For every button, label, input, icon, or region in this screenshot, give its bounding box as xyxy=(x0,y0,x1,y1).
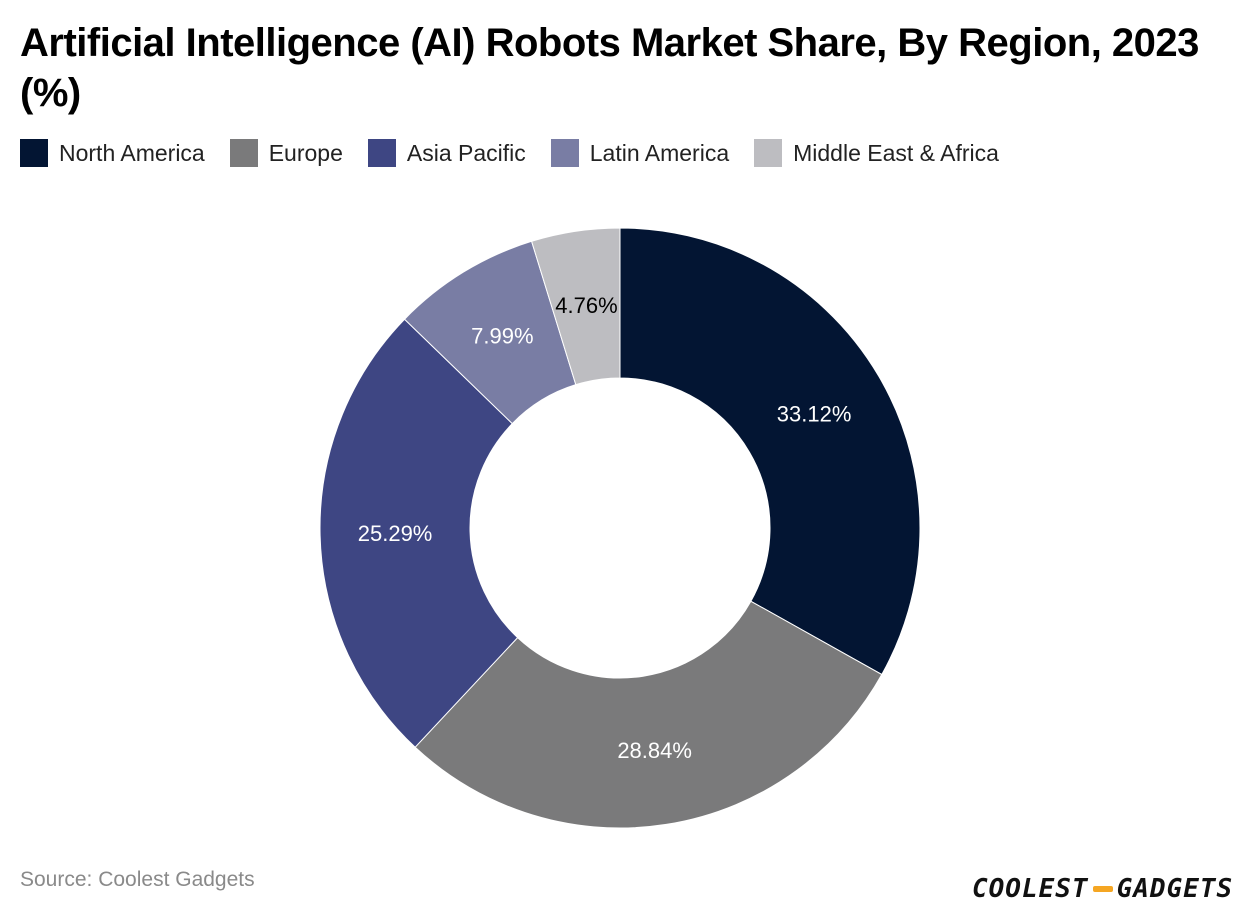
slice-label-europe: 28.84% xyxy=(617,738,692,763)
source-note: Source: Coolest Gadgets xyxy=(20,868,255,891)
legend-label-latin-america: Latin America xyxy=(589,139,730,166)
slice-label-latin-america: 7.99% xyxy=(471,324,533,349)
legend-label-north-america: North America xyxy=(59,139,205,166)
legend-item-europe[interactable]: Europe xyxy=(229,139,343,167)
slice-label-north-america: 33.12% xyxy=(777,402,852,427)
legend-label-middle-east-africa: Middle East & Africa xyxy=(793,139,999,166)
legend-item-latin-america[interactable]: Latin America xyxy=(550,139,730,167)
donut-slice-north-america[interactable] xyxy=(619,227,921,676)
donut-slice-labels: 33.12% 28.84% 25.29% 7.99% 4.76% xyxy=(358,293,852,763)
logo-dash xyxy=(1092,886,1113,892)
legend-swatch-asia-pacific xyxy=(367,139,396,167)
legend-swatch-latin-america xyxy=(550,139,579,167)
logo-word-coolest: COOLEST xyxy=(972,874,1089,904)
logo-word-gadgets: GADGETS xyxy=(1116,874,1234,904)
donut-slices xyxy=(319,227,921,829)
legend-item-asia-pacific[interactable]: Asia Pacific xyxy=(367,139,526,167)
chart-legend: North America Europe Asia Pacific Latin … xyxy=(20,139,1024,167)
legend-item-north-america[interactable]: North America xyxy=(20,139,205,167)
legend-label-europe: Europe xyxy=(268,139,343,166)
slice-label-asia-pacific: 25.29% xyxy=(358,521,433,546)
legend-label-asia-pacific: Asia Pacific xyxy=(406,139,526,166)
legend-swatch-middle-east-africa xyxy=(754,139,783,167)
brand-logo: COOLEST GADGETS xyxy=(972,874,1233,904)
chart-title: Artificial Intelligence (AI) Robots Mark… xyxy=(20,21,1199,115)
donut-slice-europe[interactable] xyxy=(414,600,883,829)
slice-label-middle-east-africa: 4.76% xyxy=(555,293,617,318)
legend-swatch-europe xyxy=(229,139,258,167)
legend-item-middle-east-africa[interactable]: Middle East & Africa xyxy=(754,139,999,167)
donut-slice-middle-east-africa[interactable] xyxy=(530,227,621,386)
donut-slice-asia-pacific[interactable] xyxy=(319,318,519,748)
legend-swatch-north-america xyxy=(20,139,48,167)
